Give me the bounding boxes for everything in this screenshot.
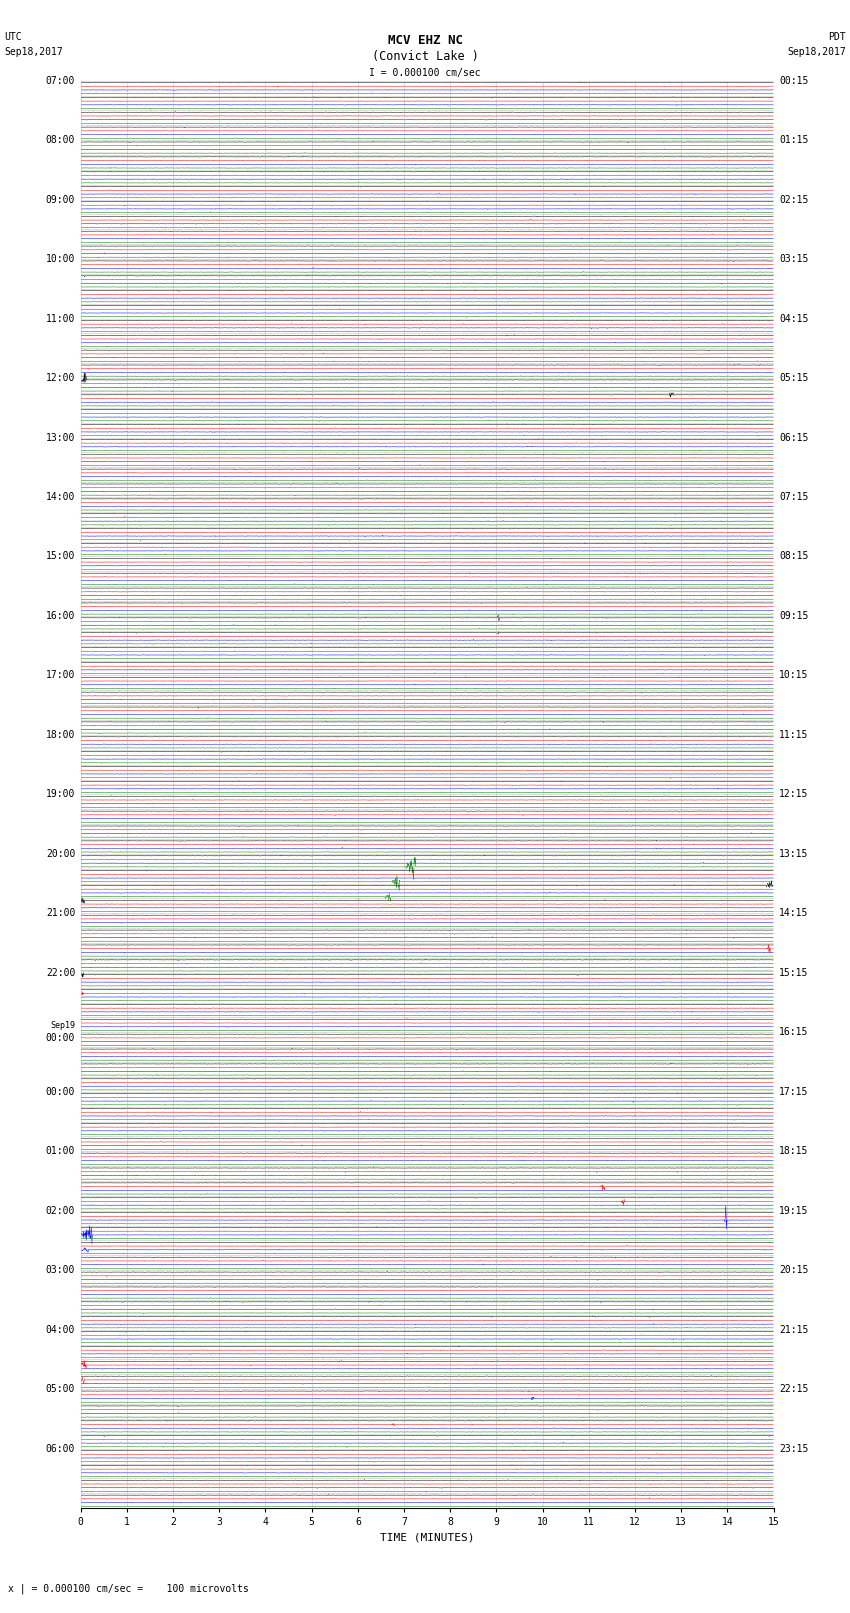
Text: Sep18,2017: Sep18,2017 [787,47,846,56]
Text: 17:00: 17:00 [46,671,75,681]
Text: 18:15: 18:15 [779,1147,808,1157]
Text: (Convict Lake ): (Convict Lake ) [371,50,479,63]
Text: 03:15: 03:15 [779,255,808,265]
Text: MCV EHZ NC: MCV EHZ NC [388,34,462,47]
Text: 20:00: 20:00 [46,848,75,858]
Text: 10:00: 10:00 [46,255,75,265]
Text: 22:15: 22:15 [779,1384,808,1394]
Text: 02:00: 02:00 [46,1207,75,1216]
Text: 00:00: 00:00 [46,1032,75,1044]
Text: 13:00: 13:00 [46,432,75,442]
Text: 08:15: 08:15 [779,552,808,561]
Text: 08:00: 08:00 [46,135,75,145]
Text: 23:15: 23:15 [779,1444,808,1453]
Text: 04:00: 04:00 [46,1324,75,1334]
Text: Sep18,2017: Sep18,2017 [4,47,63,56]
Text: 15:00: 15:00 [46,552,75,561]
Text: 00:00: 00:00 [46,1087,75,1097]
Text: 11:15: 11:15 [779,731,808,740]
Text: x | = 0.000100 cm/sec =    100 microvolts: x | = 0.000100 cm/sec = 100 microvolts [8,1582,249,1594]
Text: Sep19: Sep19 [50,1021,75,1029]
Text: 12:00: 12:00 [46,373,75,382]
Text: 05:00: 05:00 [46,1384,75,1394]
Text: I = 0.000100 cm/sec: I = 0.000100 cm/sec [369,68,481,77]
Text: 01:00: 01:00 [46,1147,75,1157]
Text: 14:15: 14:15 [779,908,808,918]
Text: 19:15: 19:15 [779,1207,808,1216]
Text: 13:15: 13:15 [779,848,808,858]
Text: 09:00: 09:00 [46,195,75,205]
Text: 06:15: 06:15 [779,432,808,442]
Text: 14:00: 14:00 [46,492,75,502]
Text: 21:00: 21:00 [46,908,75,918]
Text: 06:00: 06:00 [46,1444,75,1453]
Text: 15:15: 15:15 [779,968,808,977]
Text: 00:15: 00:15 [779,76,808,85]
Text: 12:15: 12:15 [779,789,808,800]
Text: 03:00: 03:00 [46,1265,75,1276]
Text: 02:15: 02:15 [779,195,808,205]
Text: 16:00: 16:00 [46,611,75,621]
Text: 21:15: 21:15 [779,1324,808,1334]
Text: 07:15: 07:15 [779,492,808,502]
Text: 07:00: 07:00 [46,76,75,85]
Text: 20:15: 20:15 [779,1265,808,1276]
Text: 16:15: 16:15 [779,1027,808,1037]
Text: PDT: PDT [828,32,846,42]
Text: 09:15: 09:15 [779,611,808,621]
Text: 04:15: 04:15 [779,313,808,324]
Text: 17:15: 17:15 [779,1087,808,1097]
Text: 01:15: 01:15 [779,135,808,145]
Text: UTC: UTC [4,32,22,42]
X-axis label: TIME (MINUTES): TIME (MINUTES) [380,1532,474,1542]
Text: 22:00: 22:00 [46,968,75,977]
Text: 18:00: 18:00 [46,731,75,740]
Text: 19:00: 19:00 [46,789,75,800]
Text: 10:15: 10:15 [779,671,808,681]
Text: 05:15: 05:15 [779,373,808,382]
Text: 11:00: 11:00 [46,313,75,324]
